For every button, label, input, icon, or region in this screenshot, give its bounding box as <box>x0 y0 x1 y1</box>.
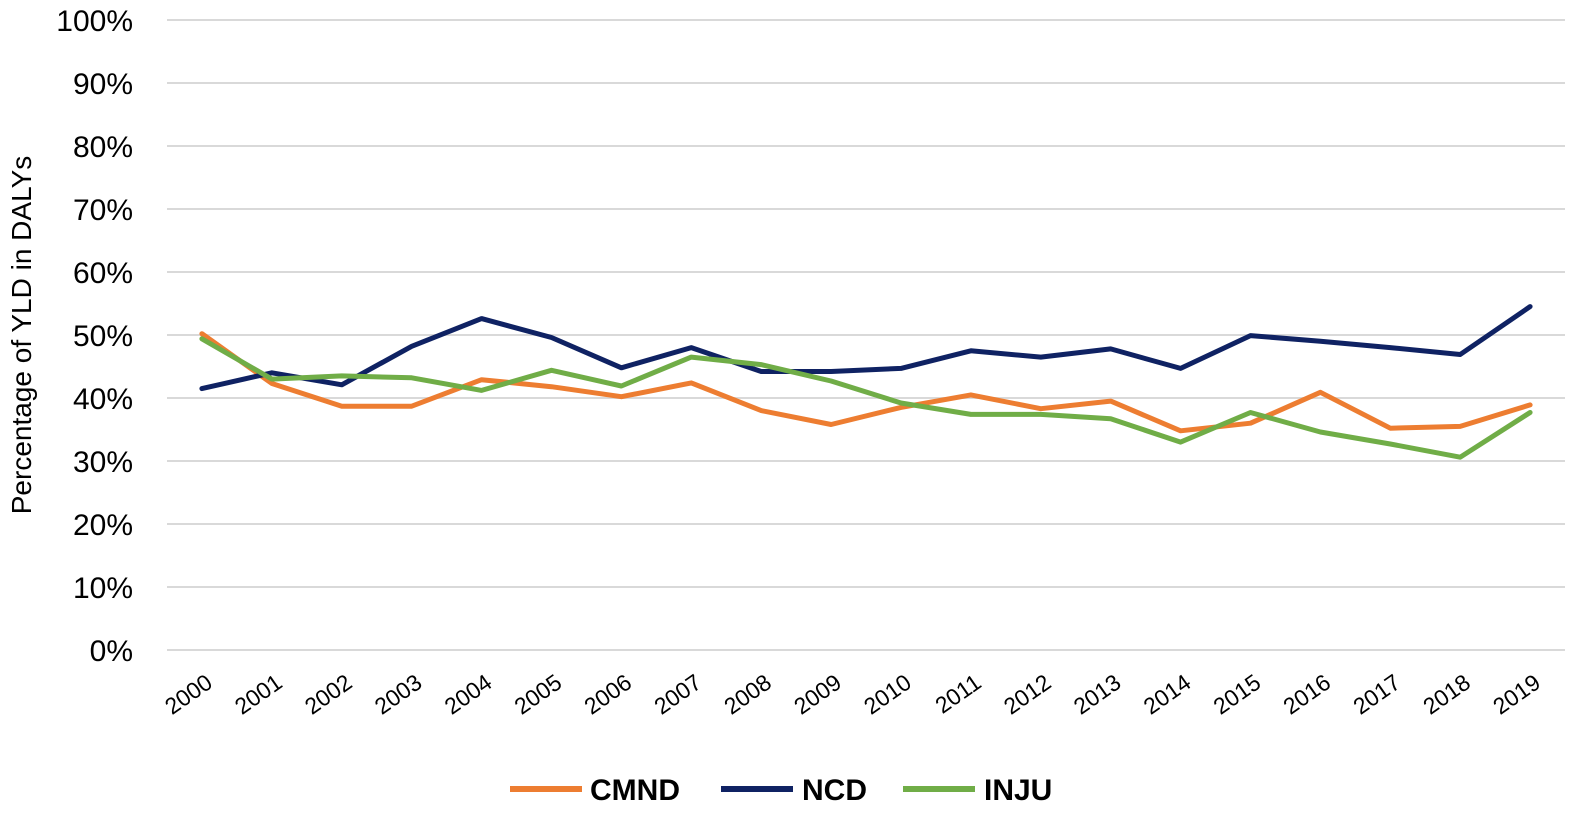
y-tick-label: 80% <box>73 131 133 164</box>
x-tick-label: 2015 <box>1208 669 1265 720</box>
x-axis-ticks: 2000 2001 2002 2003 2004 2005 2006 2007 2008 2009… <box>160 669 1545 720</box>
y-tick-label: 60% <box>73 257 133 290</box>
x-tick-label: 2001 <box>230 669 287 720</box>
legend-label-ncd: NCD <box>802 774 867 807</box>
legend-label-cmnd: CMND <box>590 774 680 807</box>
y-tick-label: 100% <box>56 5 133 38</box>
x-tick-label: 2011 <box>930 669 985 719</box>
gridlines <box>167 19 1565 651</box>
legend: CMND NCD INJU <box>510 774 1052 807</box>
series-line-inju <box>199 336 1533 460</box>
y-tick-label: 50% <box>73 320 133 353</box>
x-tick-label: 2005 <box>509 669 566 720</box>
y-axis-label: Percentage of YLD in DALYs <box>6 156 37 515</box>
y-tick-label: 0% <box>90 635 133 668</box>
x-tick-label: 2012 <box>999 669 1056 720</box>
x-tick-label: 2002 <box>300 669 357 720</box>
legend-label-inju: INJU <box>984 774 1052 807</box>
y-tick-label: 90% <box>73 68 133 101</box>
y-tick-label: 10% <box>73 572 133 605</box>
y-tick-label: 20% <box>73 509 133 542</box>
x-tick-label: 2018 <box>1418 669 1475 720</box>
y-axis-ticks: 0% 10% 20% 30% 40% 50% 60% 70% 80% 90% 100% <box>56 5 133 668</box>
y-tick-label: 70% <box>73 194 133 227</box>
x-tick-label: 2019 <box>1488 669 1545 720</box>
x-tick-label: 2013 <box>1069 669 1126 720</box>
series-line-cmnd <box>199 331 1533 434</box>
x-tick-label: 2016 <box>1278 669 1335 720</box>
x-tick-label: 2007 <box>649 669 706 720</box>
x-tick-label: 2010 <box>859 669 916 720</box>
x-tick-label: 2009 <box>789 669 846 720</box>
x-tick-label: 2006 <box>579 669 636 720</box>
x-tick-label: 2017 <box>1348 669 1405 720</box>
y-tick-label: 30% <box>73 446 133 479</box>
y-tick-label: 40% <box>73 383 133 416</box>
x-tick-label: 2000 <box>160 669 217 720</box>
x-tick-label: 2014 <box>1139 669 1196 720</box>
series-lines <box>199 304 1533 460</box>
x-tick-label: 2004 <box>440 669 497 720</box>
series-line-ncd <box>199 304 1533 392</box>
x-tick-label: 2003 <box>370 669 427 720</box>
x-tick-label: 2008 <box>719 669 776 720</box>
